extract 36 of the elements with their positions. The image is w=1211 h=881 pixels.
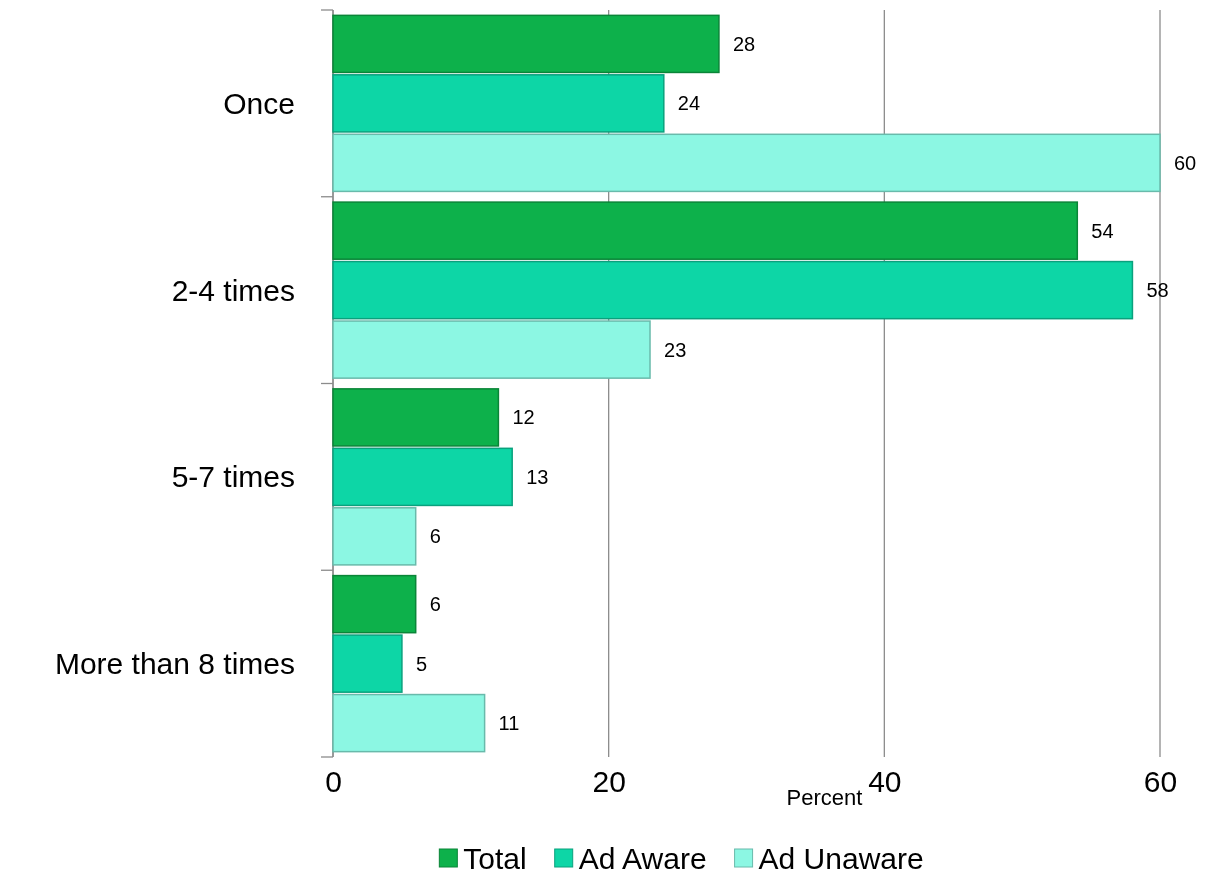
data-label: 58	[1146, 279, 1169, 302]
bar	[332, 201, 1079, 260]
data-label: 5	[415, 652, 428, 675]
y-tick-label: 5-7 times	[171, 460, 295, 494]
bar	[332, 260, 1134, 320]
bar	[332, 447, 513, 507]
y-tick-label: More than 8 times	[54, 647, 295, 681]
bar	[332, 14, 720, 74]
data-label: 13	[526, 465, 549, 488]
x-tick-label: 60	[1143, 765, 1178, 799]
legend-label: Total	[463, 841, 527, 875]
data-label: 28	[732, 32, 756, 55]
bar	[332, 634, 403, 693]
y-tick-label: Once	[223, 86, 295, 120]
data-label: 11	[498, 712, 520, 735]
data-label: 6	[429, 593, 441, 616]
data-label: 6	[429, 525, 441, 548]
bar	[332, 507, 417, 566]
legend-label: Ad Unaware	[758, 841, 924, 875]
x-tick-label: 0	[325, 765, 342, 799]
y-tick-label: 2-4 times	[171, 273, 295, 307]
bar	[332, 388, 500, 447]
bar	[332, 320, 651, 379]
x-axis-title: Percent	[786, 785, 863, 810]
data-label: 54	[1091, 219, 1114, 242]
data-label: 60	[1174, 151, 1197, 174]
x-tick-label: 40	[868, 765, 902, 799]
data-label: 23	[664, 338, 687, 361]
bar	[332, 74, 665, 133]
bar	[332, 693, 486, 753]
data-label: 24	[677, 92, 701, 115]
legend-label: Ad Aware	[578, 841, 707, 875]
bar	[332, 133, 1161, 193]
x-tick-label: 20	[592, 765, 626, 799]
bar	[332, 574, 417, 634]
data-label: 12	[512, 406, 535, 429]
